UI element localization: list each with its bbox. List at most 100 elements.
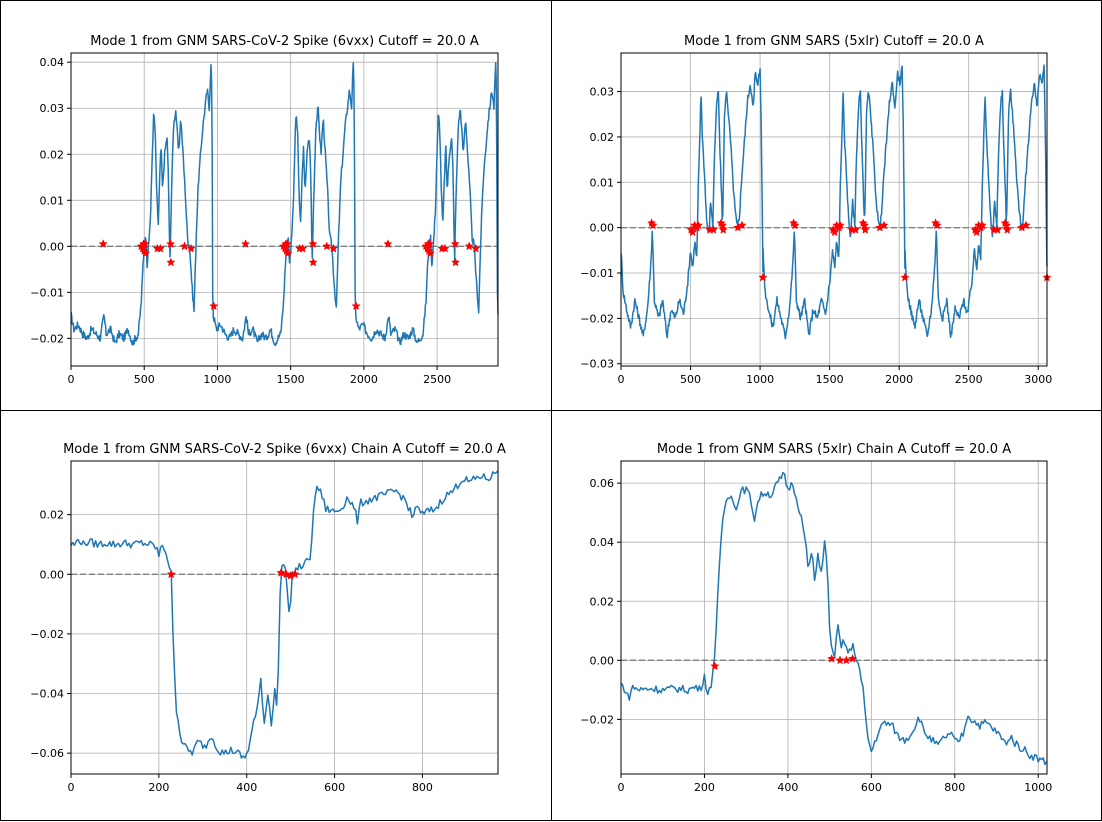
axes-frame <box>620 460 1048 775</box>
x-tick-label: 500 <box>134 373 155 386</box>
marker-point <box>155 243 165 253</box>
marker-point <box>932 220 942 230</box>
x-tick-label: 800 <box>944 781 965 794</box>
marker-point <box>841 655 851 665</box>
marker-point <box>879 220 889 230</box>
marker-point <box>166 257 176 267</box>
y-tick-label: 0.02 <box>590 131 615 144</box>
y-tick-label: 0.00 <box>590 222 615 235</box>
marker-point <box>440 243 450 253</box>
x-tick-label: 1500 <box>816 373 844 386</box>
y-tick-label: 0.01 <box>590 176 615 189</box>
x-tick-label: 500 <box>680 373 701 386</box>
chart-3: 0 200 400 600 800 −0.06 −0.04 −0.02 0.00 0.02 Mode… <box>30 442 506 794</box>
marker-point <box>140 239 150 248</box>
y-tick-label: 0.04 <box>40 56 65 69</box>
y-tick-label: 0.03 <box>40 102 65 115</box>
x-tick-label: 800 <box>412 781 433 794</box>
chart-title: Mode 1 from GNM SARS-CoV-2 Spike (6vxx) … <box>63 442 506 457</box>
marker-point <box>186 243 196 253</box>
marker-point <box>971 227 982 237</box>
marker-point <box>308 239 318 248</box>
marker-point <box>464 241 474 251</box>
marker-point <box>693 220 703 230</box>
x-tick-label: 3000 <box>1024 373 1052 386</box>
x-tick-label: 600 <box>324 781 345 794</box>
y-tick-label: 0.00 <box>40 568 65 581</box>
marker-point <box>328 243 339 253</box>
axes-frame <box>70 52 499 367</box>
marker-point <box>425 248 435 258</box>
x-tick-label: 0 <box>68 373 75 386</box>
series-line <box>70 470 499 759</box>
marker-point <box>166 569 176 579</box>
x-tick-label: 1500 <box>277 373 305 386</box>
marker-point <box>283 248 293 258</box>
marker-point <box>708 225 719 234</box>
y-tick-label: 0.02 <box>590 595 615 608</box>
y-tick-label: 0.03 <box>590 86 615 99</box>
x-tick-label: 1000 <box>746 373 774 386</box>
marker-point <box>276 567 286 577</box>
marker-point <box>1021 220 1031 230</box>
marker-point <box>471 243 481 253</box>
y-tick-label: −0.01 <box>30 286 64 299</box>
chart-title: Mode 1 from GNM SARS-CoV-2 Spike (6vxx) … <box>90 34 479 49</box>
marker-point <box>710 661 720 671</box>
marker-point <box>98 239 108 248</box>
marker-point <box>835 655 845 665</box>
marker-point <box>687 227 698 237</box>
marker-point <box>827 653 837 663</box>
marker-point <box>450 257 461 267</box>
marker-point <box>141 248 151 258</box>
marker-point <box>179 241 190 251</box>
chart-2: 0 500 1000 1500 2000 2500 3000 −0.03 −0.02 −0.01 0… <box>580 34 1052 386</box>
marker-point <box>992 225 1003 234</box>
marker-point <box>298 243 308 253</box>
series-line <box>70 61 499 347</box>
x-tick-label: 400 <box>236 781 257 794</box>
marker-point <box>850 225 861 234</box>
chart-title: Mode 1 from GNM SARS (5xlr) Chain A Cuto… <box>657 442 1011 457</box>
y-tick-label: 0.04 <box>590 536 615 549</box>
marker-point <box>165 239 176 248</box>
x-tick-label: 200 <box>148 781 169 794</box>
y-tick-label: −0.04 <box>30 688 64 701</box>
series-line <box>620 64 1048 340</box>
y-tick-label: −0.02 <box>580 312 614 325</box>
marker-point <box>847 653 858 663</box>
y-tick-label: 0.02 <box>40 148 65 161</box>
axes-frame <box>70 460 499 775</box>
x-tick-label: 2000 <box>350 373 378 386</box>
axes-frame <box>620 52 1048 367</box>
y-tick-label: −0.02 <box>580 713 614 726</box>
marker-point <box>240 239 251 248</box>
chart-title: Mode 1 from GNM SARS (5xlr) Cutoff = 20.… <box>684 34 984 49</box>
x-tick-label: 2500 <box>423 373 451 386</box>
marker-point <box>790 220 800 230</box>
marker-point <box>424 239 435 248</box>
x-tick-label: 2000 <box>885 373 913 386</box>
x-tick-label: 1000 <box>1024 781 1052 794</box>
marker-point <box>829 227 840 237</box>
y-tick-label: 0.02 <box>40 509 65 522</box>
x-tick-label: 0 <box>618 373 625 386</box>
series-line <box>620 471 1048 766</box>
x-tick-label: 0 <box>68 781 75 794</box>
chart-panel-3: 0 200 400 600 800 −0.06 −0.04 −0.02 0.00 0.02 Mode… <box>0 410 552 821</box>
y-tick-label: −0.03 <box>580 358 614 371</box>
marker-point <box>737 220 747 230</box>
marker-point <box>322 241 332 251</box>
chart-1: 0 500 1000 1500 2000 2500 −0.02 −0.01 0.00 0.01 0.… <box>30 34 499 386</box>
marker-point <box>648 220 658 230</box>
y-tick-label: −0.06 <box>30 747 64 760</box>
marker-point <box>383 239 393 248</box>
x-tick-label: 400 <box>777 781 798 794</box>
x-tick-label: 2500 <box>955 373 983 386</box>
marker-point <box>308 257 318 267</box>
y-tick-label: 0.00 <box>40 240 65 253</box>
marker-point <box>290 569 300 579</box>
marker-point <box>209 301 219 311</box>
x-tick-label: 200 <box>694 781 715 794</box>
